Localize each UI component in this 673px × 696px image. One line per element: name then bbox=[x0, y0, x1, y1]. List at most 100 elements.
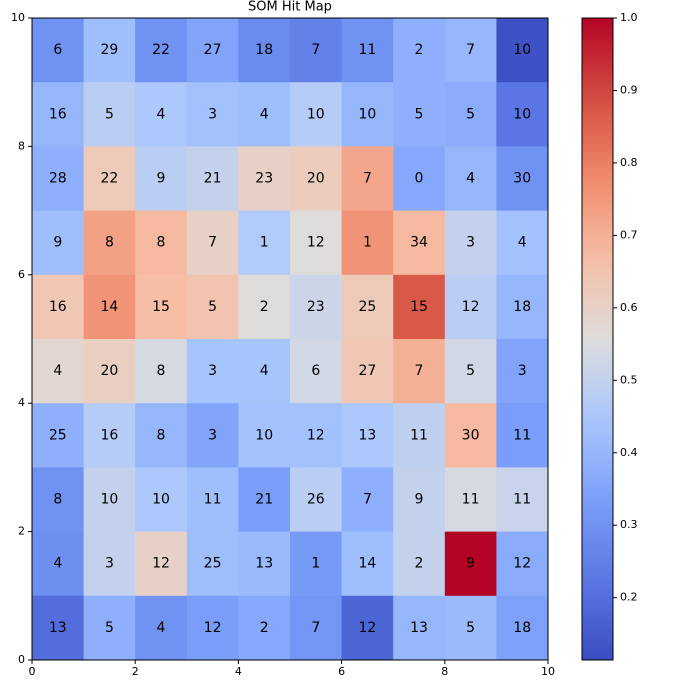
cell-label: 5 bbox=[208, 299, 217, 315]
heat-cell bbox=[393, 18, 446, 83]
heat-cell bbox=[341, 210, 394, 276]
heat-cell bbox=[496, 210, 549, 276]
cell-label: 30 bbox=[462, 427, 480, 443]
x-tick-label: 0 bbox=[29, 665, 36, 678]
heat-cell bbox=[32, 18, 85, 83]
cell-label: 18 bbox=[513, 620, 531, 636]
heat-cell bbox=[496, 274, 549, 340]
heat-cell bbox=[186, 403, 239, 468]
cell-label: 21 bbox=[255, 492, 273, 508]
x-tick-label: 6 bbox=[338, 665, 345, 678]
heat-cell bbox=[444, 531, 497, 597]
cell-label: 5 bbox=[466, 363, 475, 379]
heat-cell bbox=[393, 403, 446, 468]
y-tick-label: 8 bbox=[18, 139, 25, 152]
cell-label: 13 bbox=[410, 620, 428, 636]
heat-cell bbox=[393, 274, 446, 340]
heat-cell bbox=[238, 82, 291, 147]
heat-cell bbox=[341, 18, 394, 83]
cell-label: 13 bbox=[49, 620, 67, 636]
cell-label: 28 bbox=[49, 171, 67, 187]
cell-label: 7 bbox=[208, 235, 217, 251]
cell-label: 1 bbox=[311, 556, 320, 572]
heat-cell bbox=[444, 339, 497, 404]
cell-label: 29 bbox=[100, 42, 118, 58]
cell-label: 4 bbox=[157, 106, 166, 122]
colorbar-tick-label: 0.2 bbox=[620, 591, 638, 604]
heat-cell bbox=[393, 339, 446, 404]
heat-cell bbox=[341, 339, 394, 404]
heat-cell bbox=[135, 18, 188, 83]
x-tick-label: 10 bbox=[541, 665, 555, 678]
cell-label: 4 bbox=[53, 556, 62, 572]
cell-label: 13 bbox=[358, 427, 376, 443]
x-tick-label: 4 bbox=[235, 665, 242, 678]
heat-cell bbox=[32, 82, 85, 147]
cell-label: 13 bbox=[255, 556, 273, 572]
heat-cell bbox=[83, 210, 136, 276]
heat-cell bbox=[444, 82, 497, 147]
heat-cell bbox=[83, 531, 136, 597]
cell-label: 11 bbox=[410, 427, 428, 443]
heat-cell bbox=[393, 595, 446, 661]
heat-cell bbox=[32, 403, 85, 468]
heat-cell bbox=[290, 82, 343, 147]
heat-cell bbox=[496, 467, 549, 533]
cell-label: 34 bbox=[410, 235, 428, 251]
heat-cell bbox=[290, 595, 343, 661]
cell-label: 14 bbox=[100, 299, 118, 315]
cell-label: 12 bbox=[307, 235, 325, 251]
cell-label: 2 bbox=[260, 620, 269, 636]
cell-label: 7 bbox=[415, 363, 424, 379]
cell-label: 11 bbox=[358, 42, 376, 58]
plot-frame bbox=[31, 17, 549, 661]
heat-cell bbox=[496, 595, 549, 661]
cell-label: 11 bbox=[462, 492, 480, 508]
cell-label: 25 bbox=[358, 299, 376, 315]
cell-label: 4 bbox=[260, 363, 269, 379]
heat-cell bbox=[444, 18, 497, 83]
heat-cell bbox=[32, 531, 85, 597]
heat-cell bbox=[83, 339, 136, 404]
cell-label: 10 bbox=[307, 106, 325, 122]
cell-label: 11 bbox=[513, 492, 531, 508]
heat-cell bbox=[290, 531, 343, 597]
cell-label: 3 bbox=[208, 106, 217, 122]
cell-label: 27 bbox=[204, 42, 222, 58]
cell-label: 0 bbox=[415, 171, 424, 187]
cell-label: 15 bbox=[152, 299, 170, 315]
cell-label: 3 bbox=[208, 363, 217, 379]
heat-cell bbox=[238, 339, 291, 404]
heat-cell bbox=[186, 339, 239, 404]
heat-cell bbox=[238, 210, 291, 276]
cell-label: 4 bbox=[53, 363, 62, 379]
cell-label: 4 bbox=[466, 171, 475, 187]
heat-cell bbox=[341, 595, 394, 661]
heat-cell bbox=[290, 339, 343, 404]
cell-label: 5 bbox=[105, 106, 114, 122]
heat-cell bbox=[290, 467, 343, 533]
cell-label: 7 bbox=[311, 42, 320, 58]
heat-cell bbox=[135, 403, 188, 468]
heat-cell bbox=[186, 467, 239, 533]
colorbar-tick-label: 0.7 bbox=[620, 228, 638, 241]
cell-label: 2 bbox=[260, 299, 269, 315]
heat-cell bbox=[83, 18, 136, 83]
heat-cell bbox=[186, 146, 239, 212]
cell-label: 16 bbox=[49, 106, 67, 122]
cell-label: 16 bbox=[49, 299, 67, 315]
cell-label: 23 bbox=[307, 299, 325, 315]
cell-label: 27 bbox=[358, 363, 376, 379]
heat-cell bbox=[341, 82, 394, 147]
cell-label: 20 bbox=[307, 171, 325, 187]
cell-label: 25 bbox=[204, 556, 222, 572]
cell-label: 7 bbox=[363, 171, 372, 187]
cell-label: 3 bbox=[466, 235, 475, 251]
heat-cell bbox=[135, 146, 188, 212]
colorbar-tick-label: 0.5 bbox=[620, 373, 638, 386]
cell-label: 4 bbox=[518, 235, 527, 251]
heat-cell bbox=[238, 595, 291, 661]
heat-cell bbox=[186, 274, 239, 340]
cell-label: 8 bbox=[53, 492, 62, 508]
heat-cell bbox=[32, 146, 85, 212]
